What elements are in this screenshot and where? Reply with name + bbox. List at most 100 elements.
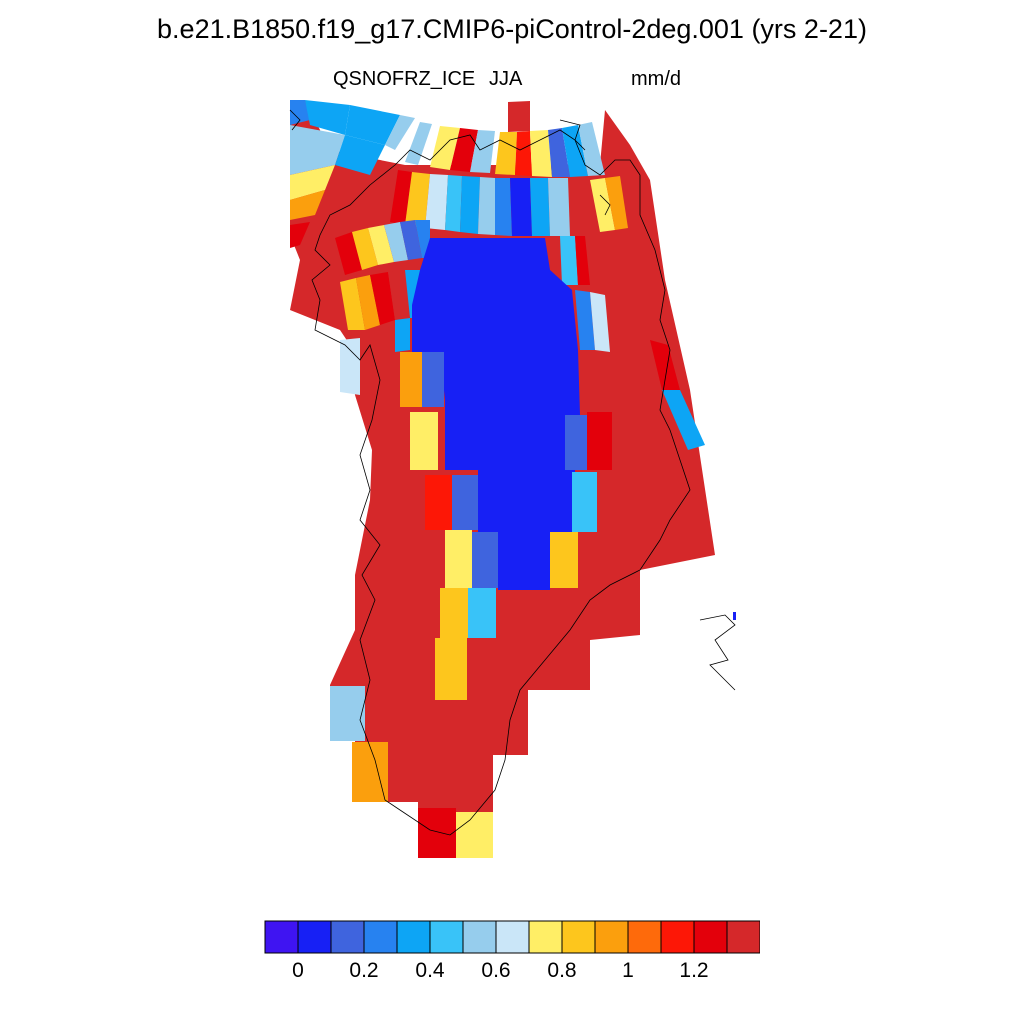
grid-cell	[440, 588, 468, 638]
season-label: JJA	[489, 68, 523, 90]
grid-cell	[352, 228, 378, 270]
grid-cell	[418, 808, 456, 858]
grid-cell	[400, 220, 422, 260]
grid-cell	[565, 415, 587, 470]
colorbar-box	[528, 920, 563, 954]
grid-cell	[430, 126, 460, 170]
variable-label: QSNOFRZ_ICE	[333, 68, 476, 90]
colorbar-box	[594, 920, 629, 954]
grid-cell	[370, 272, 395, 325]
grid-cell	[412, 238, 580, 590]
grid-cell	[335, 135, 385, 175]
grid-cell	[335, 232, 362, 275]
grid-cell	[290, 125, 345, 175]
colorbar-box	[627, 920, 662, 954]
grid-cell	[548, 128, 570, 177]
grid-cell	[575, 290, 595, 350]
grid-cell	[548, 178, 570, 236]
colorbar-box	[561, 920, 596, 954]
colorbar-box	[330, 920, 365, 954]
grid-cell	[340, 338, 360, 395]
grid-cell	[388, 270, 410, 320]
grid-cell	[590, 292, 610, 352]
coastline-segment	[559, 119, 586, 151]
grid-cell	[425, 475, 452, 530]
colorbar-box	[693, 920, 728, 954]
colorbar-box	[495, 920, 530, 954]
colorbar-box	[264, 920, 299, 954]
units-label: mm/d	[631, 68, 681, 90]
colorbar-tick-label: 1	[622, 959, 634, 982]
grid-cell	[422, 352, 444, 407]
grid-cell	[605, 176, 628, 230]
grid-cell	[495, 178, 512, 236]
plot-title: b.e21.B1850.f19_g17.CMIP6-piControl-2deg…	[157, 14, 867, 44]
grid-cell	[562, 125, 588, 177]
colorbar-box	[396, 920, 431, 954]
colorbar-tick-label: 0.2	[349, 959, 379, 982]
grid-cell	[456, 812, 493, 858]
grid-cell	[290, 100, 310, 125]
colorbar-box	[726, 920, 760, 954]
grid-cell	[400, 352, 422, 407]
grid-cell	[515, 131, 532, 176]
grid-cell	[478, 177, 495, 235]
grid-cell	[470, 130, 495, 173]
coastline-segment	[699, 614, 736, 691]
grid-cell	[650, 340, 680, 390]
colorbar-box	[297, 920, 332, 954]
colorbar-tick-label: 1.2	[679, 959, 709, 982]
grid-cell	[425, 174, 448, 230]
grid-cell	[587, 412, 612, 470]
grid-cell	[445, 175, 462, 232]
grid-cell	[560, 236, 578, 285]
grid-cell	[450, 128, 478, 172]
grid-cell	[345, 105, 400, 145]
grid-cell	[368, 225, 394, 265]
grid-cell	[590, 178, 615, 232]
grid-cell	[390, 170, 412, 225]
grid-cell	[290, 190, 325, 220]
grid-cell	[733, 612, 736, 620]
coastline-segment	[289, 109, 301, 131]
grid-cell	[575, 236, 590, 285]
colorbar-tick-label: 0.6	[481, 959, 511, 982]
grid-cell	[468, 588, 496, 638]
colorbar-box	[429, 920, 464, 954]
colorbar-tick-label: 0.4	[415, 959, 445, 982]
field-cells	[290, 100, 736, 858]
grid-cell	[550, 532, 578, 588]
grid-cell	[290, 222, 310, 248]
grid-cell	[290, 165, 335, 200]
grid-cell	[508, 101, 530, 132]
colorbar-tick-label: 0	[292, 959, 304, 982]
grid-cell	[405, 172, 430, 228]
coastline	[289, 109, 736, 836]
grid-cell	[395, 318, 410, 352]
grid-cell	[385, 115, 415, 150]
grid-cell	[405, 122, 432, 165]
grid-cell	[530, 178, 550, 236]
grid-cell	[305, 100, 350, 135]
grid-cell	[356, 275, 380, 330]
grid-cell	[460, 176, 480, 234]
grid-cell	[410, 412, 438, 470]
coastline-segment	[311, 129, 691, 836]
grid-cell	[384, 222, 408, 262]
coastline-segment	[599, 194, 611, 216]
grid-cell	[472, 532, 498, 588]
grid-cell	[495, 132, 517, 175]
grid-cell	[510, 178, 532, 236]
grid-cell	[445, 530, 472, 588]
colorbar-tick-label: 0.8	[547, 959, 577, 982]
colorbar-box	[660, 920, 695, 954]
colorbar-box	[462, 920, 497, 954]
grid-cell	[578, 122, 605, 176]
grid-cell	[452, 475, 478, 530]
colorbar	[264, 920, 760, 954]
grid-cell	[530, 130, 552, 177]
grid-cell	[572, 472, 597, 532]
colorbar-box	[363, 920, 398, 954]
grid-cell	[352, 742, 388, 802]
